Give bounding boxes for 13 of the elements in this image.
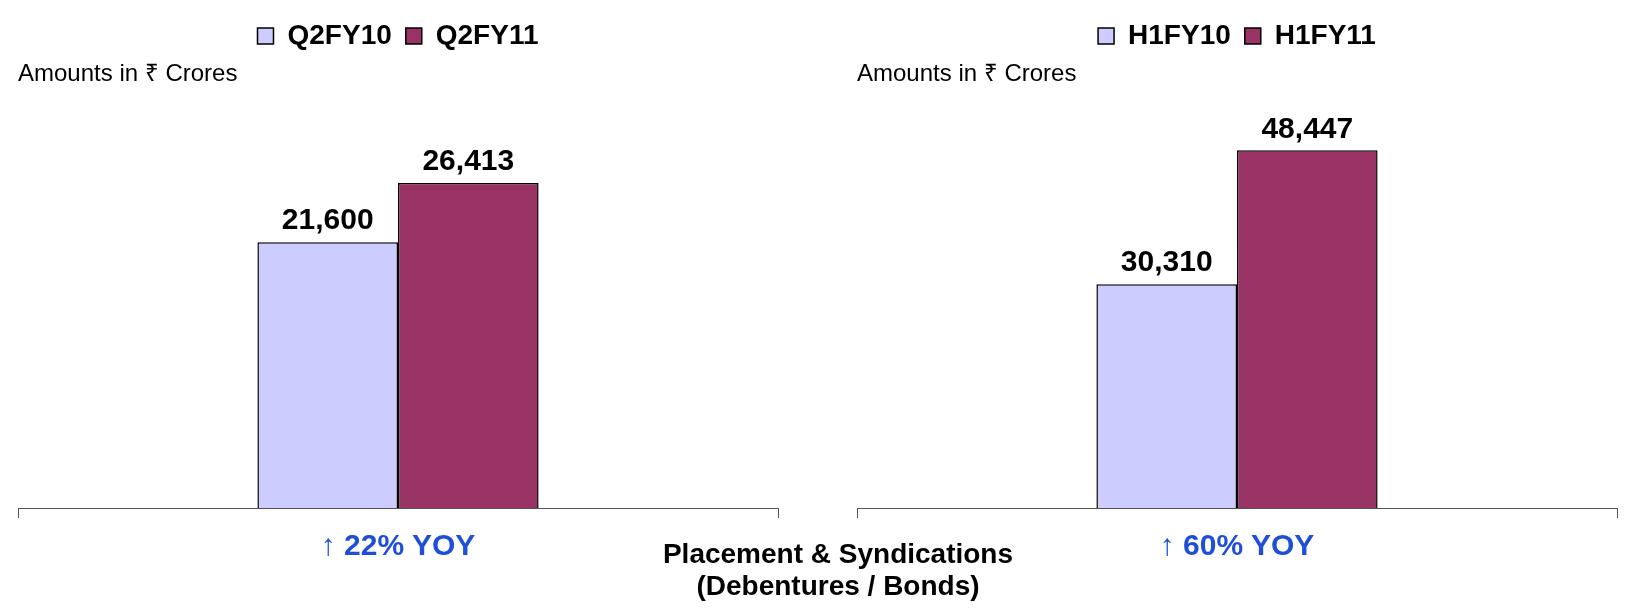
legend-label: Q2FY10 [287, 18, 392, 50]
chart-subtitle: Amounts in ₹ Crores [857, 59, 1077, 87]
data-label: 21,600 [281, 202, 374, 236]
text: Placement & Syndications (Debentures / Bonds) [661, 538, 1015, 602]
data-label: 48,447 [1261, 110, 1354, 144]
legend-label: H1FY11 [1274, 18, 1376, 50]
text: ↑ 22% YOY [320, 528, 476, 561]
data-label: 26,413 [422, 143, 515, 177]
data-label: 30,310 [1120, 244, 1213, 278]
chart-subtitle: Amounts in ₹ Crores [18, 59, 238, 87]
legend-label: H1FY10 [1128, 18, 1231, 50]
legend-label: Q2FY11 [435, 18, 539, 50]
text: ↑ 60% YOY [1159, 528, 1315, 561]
